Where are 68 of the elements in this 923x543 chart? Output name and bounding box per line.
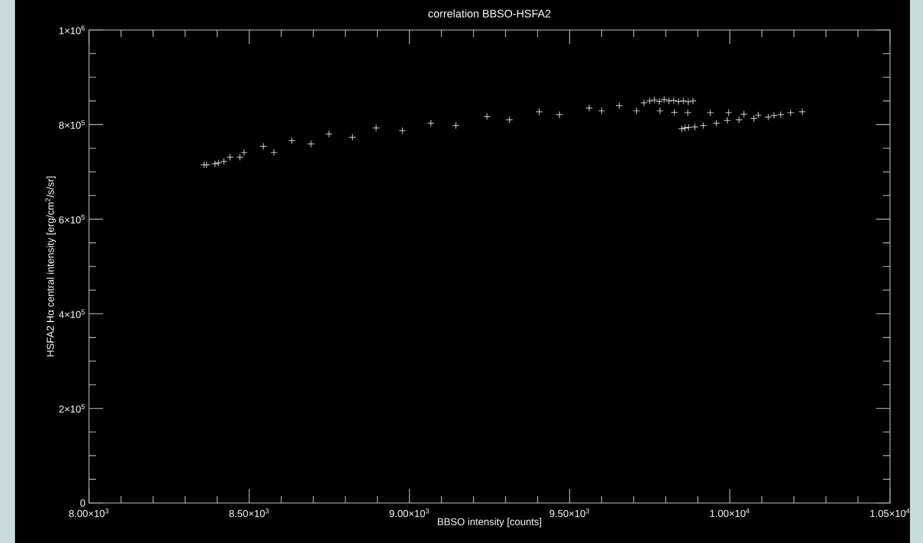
point: [398, 127, 406, 134]
point: [211, 160, 218, 168]
point: [689, 97, 696, 104]
point: [483, 113, 490, 120]
point: [700, 122, 707, 130]
x-axis-title: BBSO intensity [counts]: [438, 518, 542, 528]
point: [556, 111, 563, 118]
y-tick-label: 2×10$^{5}$: [59, 404, 85, 413]
point: [452, 122, 460, 130]
x-tick-label: 1.05×10$^{4}$: [870, 508, 910, 518]
x-tick-label: 8.00×10$^{3}$: [69, 508, 109, 518]
x-tick-label: 8.50×10$^{3}$: [229, 508, 269, 518]
point: [220, 158, 228, 165]
point: [633, 107, 640, 114]
point: [616, 102, 623, 110]
x-tick-label: 9.00×10$^{3}$: [390, 508, 429, 518]
point: [288, 137, 296, 144]
point: [670, 108, 678, 116]
y-tick-label: 4×10$^{5}$: [58, 310, 85, 318]
y-axis-title: HSFA2 Hα central intensity [erg/cm$^{2}$/s/sr]: [45, 176, 56, 356]
point: [372, 124, 380, 132]
y-tick-label: 0: [80, 499, 86, 507]
point: [777, 111, 784, 118]
point: [684, 109, 692, 116]
point: [706, 109, 714, 116]
point: [348, 134, 356, 141]
y-tick-label: 8×10$^{5}$: [59, 120, 85, 129]
point: [308, 140, 315, 148]
point: [226, 154, 234, 161]
chart-title: correlation BBSO-HSFA2: [428, 9, 550, 18]
y-tick-label: 1×10$^{6}$: [59, 26, 85, 34]
point: [203, 161, 210, 168]
point: [740, 110, 748, 118]
point: [724, 116, 731, 124]
point: [684, 124, 692, 131]
point: [678, 125, 686, 132]
point: [240, 149, 248, 156]
point: [787, 109, 794, 116]
y-tick-label: 6×10$^{5}$: [59, 214, 85, 224]
point: [536, 108, 543, 116]
point: [764, 114, 772, 121]
point: [680, 97, 687, 104]
point: [712, 120, 720, 127]
point: [798, 108, 806, 116]
point: [770, 112, 778, 120]
point: [675, 98, 682, 105]
point: [586, 104, 593, 112]
point: [427, 120, 434, 127]
point: [725, 109, 732, 116]
point: [640, 99, 648, 106]
point: [656, 107, 664, 114]
point: [214, 159, 222, 166]
point: [736, 116, 743, 124]
point: [260, 142, 267, 150]
point: [670, 96, 678, 104]
point: [506, 116, 513, 124]
point: [598, 107, 606, 114]
point: [326, 130, 332, 138]
x-tick-label: 1.00×10$^{4}$: [710, 508, 750, 518]
point: [754, 112, 762, 119]
point: [691, 123, 698, 130]
x-tick-label: 9.50×10$^{3}$: [550, 508, 590, 518]
point: [750, 114, 758, 122]
point: [681, 124, 688, 132]
point: [646, 97, 654, 104]
point: [684, 98, 692, 106]
point: [270, 149, 278, 156]
point: [236, 154, 244, 161]
